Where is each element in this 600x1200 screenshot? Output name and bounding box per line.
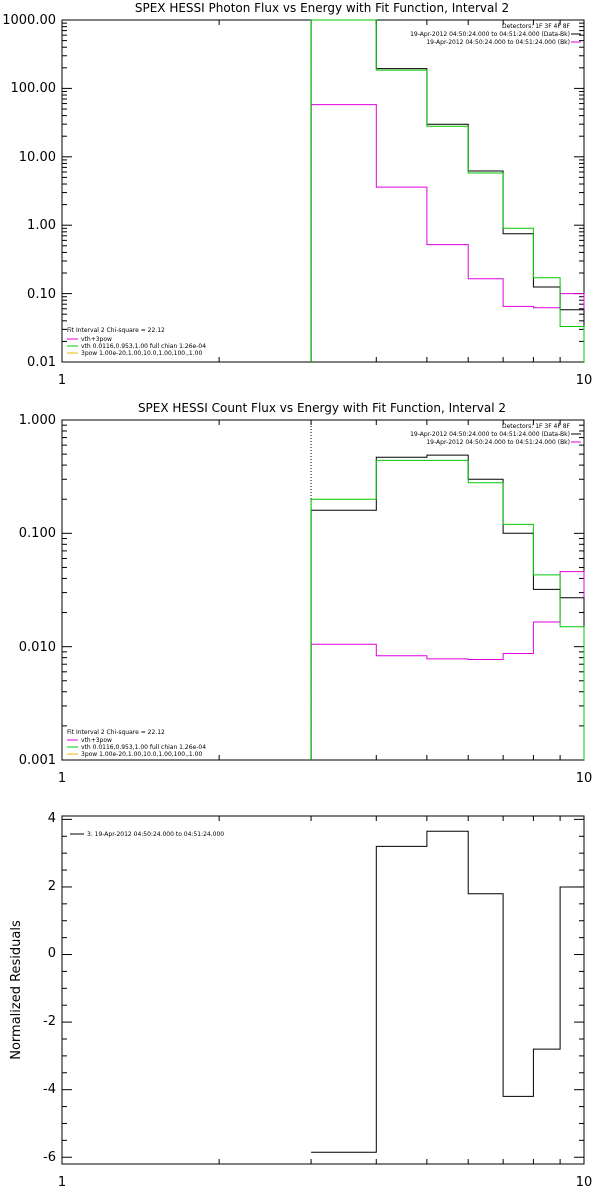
residuals-axis-ticks [61, 816, 585, 1164]
y-tick-label: 1.00 [27, 218, 56, 233]
photon-flux-x-tick-labels: 1 10 [58, 373, 592, 388]
photon-flux-legend-top: Detectors: 1F 3F 4F 8F 19-Apr-2012 04:50… [410, 23, 581, 46]
legend-vth-params: vth 0.0116,0.953,1.00 full chian 1.26e-0… [81, 343, 206, 350]
count-flux-legend-top: Detectors: 1F 3F 4F 8F 19-Apr-2012 04:50… [410, 423, 581, 446]
background-step [310, 571, 585, 760]
legend-vth-params: vth 0.0116,0.953,1.00 full chian 1.26e-0… [81, 744, 206, 751]
legend-fit-function: vth+3pow [81, 336, 112, 343]
photon-flux-series [310, 19, 585, 362]
legend-fit-info: Fit Interval 2 Chi-square = 22.12 [67, 729, 165, 736]
y-tick-label: 0.010 [19, 640, 56, 655]
residuals-step [311, 830, 584, 1153]
y-tick-label: 0.01 [27, 355, 56, 370]
y-tick-label: 1000.00 [2, 13, 56, 28]
y-tick-label: 0 [48, 946, 56, 961]
legend-entry-bk: 19-Apr-2012 04:50:24.000 to 04:51:24.000… [426, 39, 570, 46]
x-tick-label: 10 [576, 771, 593, 786]
legend-detectors-text: Detectors: 1F 3F 4F 8F [502, 423, 571, 430]
count-flux-series [310, 420, 585, 760]
x-tick-label: 10 [576, 373, 593, 388]
residuals-legend: 3. 19-Apr-2012 04:50:24.000 to 04:51:24.… [70, 831, 224, 838]
model-fit-step [310, 19, 585, 362]
legend-detectors-text: Detectors: 1F 3F 4F 8F [502, 23, 571, 30]
count-flux-legend-bottom: Fit Interval 2 Chi-square = 22.12 vth+3p… [67, 729, 206, 758]
x-tick-label: 1 [58, 771, 66, 786]
residuals-y-axis-label: Normalized Residuals [9, 920, 24, 1060]
legend-entry-bk: 19-Apr-2012 04:50:24.000 to 04:51:24.000… [426, 439, 570, 446]
y-tick-label: 0.10 [27, 287, 56, 302]
data-minus-background-step [310, 19, 585, 362]
count-flux-y-tick-labels: 0.001 0.010 0.100 1.000 [19, 413, 56, 768]
y-tick-label: 2 [48, 879, 56, 894]
photon-flux-title: SPEX HESSI Photon Flux vs Energy with Fi… [135, 1, 509, 15]
legend-3pow-params: 3pow 1.00e-20,1.00,10.0,1.00,100.,1.00 [81, 751, 202, 758]
legend-3pow-params: 3pow 1.00e-20,1.00,10.0,1.00,100.,1.00 [81, 350, 202, 357]
y-tick-label: 0.100 [19, 526, 56, 541]
y-tick-label: -4 [43, 1082, 56, 1097]
y-tick-label: 1.000 [19, 413, 56, 428]
y-tick-label: 10.00 [19, 150, 56, 165]
legend-entry-data-bk: 19-Apr-2012 04:50:24.000 to 04:51:24.000… [410, 31, 570, 38]
photon-flux-plot-frame [61, 19, 585, 363]
x-tick-label: 1 [58, 1175, 66, 1190]
x-tick-label: 1 [58, 373, 66, 388]
count-flux-x-tick-labels: 1 10 [58, 771, 592, 786]
count-flux-plot-frame [61, 419, 585, 761]
y-tick-label: 4 [48, 811, 56, 826]
photon-flux-panel: SPEX HESSI Photon Flux vs Energy with Fi… [2, 1, 592, 388]
data-minus-background-step [310, 454, 585, 760]
x-tick-label: 10 [576, 1175, 593, 1190]
y-tick-label: 0.001 [19, 753, 56, 768]
photon-flux-legend-bottom: Fit Interval 2 Chi-square = 22.12 vth+3p… [67, 327, 206, 357]
y-tick-label: -6 [43, 1150, 56, 1165]
count-flux-panel: SPEX HESSI Count Flux vs Energy with Fit… [19, 401, 592, 786]
legend-fit-info: Fit Interval 2 Chi-square = 22.12 [67, 327, 165, 334]
residuals-plot-frame [61, 815, 585, 1165]
residuals-y-tick-labels: -6 -4 -2 0 2 4 [43, 811, 56, 1165]
y-tick-label: -2 [43, 1014, 56, 1029]
residuals-series [311, 830, 584, 1153]
model-fit-step [310, 459, 585, 760]
y-tick-label: 100.00 [11, 81, 57, 96]
residuals-panel: -6 -4 -2 0 2 4 1 10 Normalized Residuals… [9, 811, 592, 1190]
photon-flux-y-tick-labels: 0.01 0.10 1.00 10.00 100.00 1000.00 [2, 13, 56, 370]
background-step [310, 104, 585, 362]
photon-flux-axis-ticks [61, 19, 585, 363]
legend-residuals-interval: 3. 19-Apr-2012 04:50:24.000 to 04:51:24.… [87, 831, 224, 838]
residuals-x-tick-labels: 1 10 [58, 1175, 592, 1190]
legend-entry-data-bk: 19-Apr-2012 04:50:24.000 to 04:51:24.000… [410, 431, 570, 438]
count-flux-title: SPEX HESSI Count Flux vs Energy with Fit… [138, 401, 506, 415]
count-flux-axis-ticks [61, 419, 585, 761]
legend-fit-function: vth+3pow [81, 737, 112, 744]
